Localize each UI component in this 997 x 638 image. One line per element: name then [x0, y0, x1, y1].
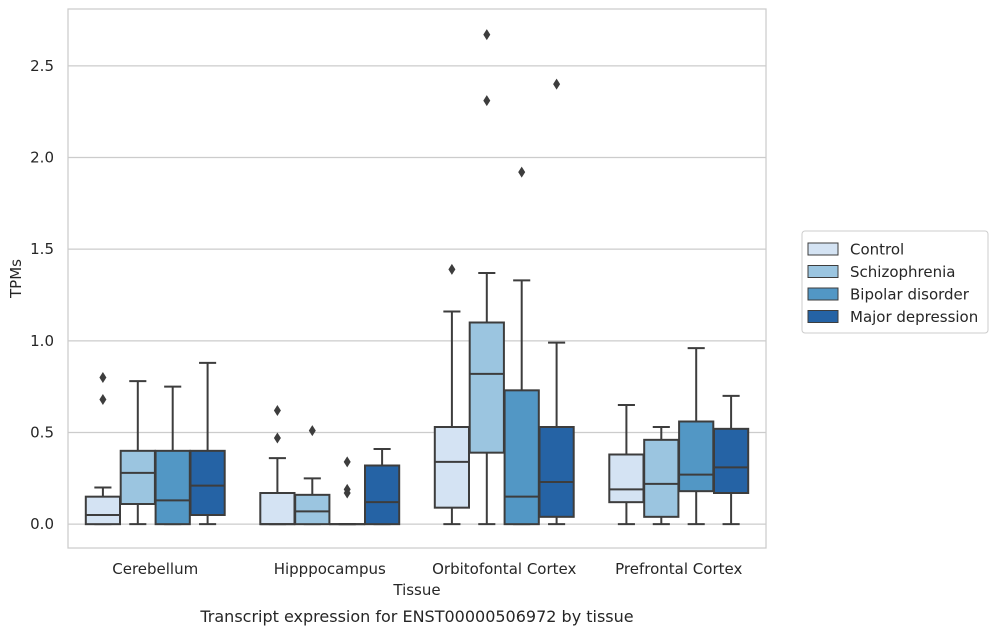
x-axis-label: Tissue: [392, 581, 440, 599]
y-axis-label: TPMs: [7, 259, 25, 299]
box-iqr: [714, 429, 748, 493]
x-tick-label: Orbitofontal Cortex: [432, 560, 576, 578]
legend-label: Control: [850, 241, 904, 259]
box-iqr: [470, 323, 504, 453]
legend-swatch: [808, 311, 838, 323]
box-iqr: [156, 451, 190, 524]
box-iqr: [435, 427, 469, 508]
box-iqr: [679, 422, 713, 492]
y-tick-label: 2.0: [30, 149, 54, 167]
legend-label: Major depression: [850, 308, 978, 326]
y-tick-label: 1.5: [30, 240, 54, 258]
box-iqr: [86, 497, 120, 524]
x-tick-label: Cerebellum: [112, 560, 198, 578]
legend-swatch: [808, 266, 838, 278]
box-iqr: [365, 466, 399, 525]
legend-swatch: [808, 243, 838, 255]
box-iqr: [539, 427, 573, 517]
box-iqr: [260, 493, 294, 524]
legend-swatch: [808, 288, 838, 300]
y-tick-label: 0.0: [30, 515, 54, 533]
y-tick-label: 0.5: [30, 424, 54, 442]
legend-label: Bipolar disorder: [850, 286, 970, 304]
box-iqr: [644, 440, 678, 517]
x-tick-label: Hipppocampus: [274, 560, 386, 578]
box-iqr: [190, 451, 224, 515]
y-tick-label: 1.0: [30, 332, 54, 350]
box-iqr: [505, 390, 539, 524]
y-tick-label: 2.5: [30, 57, 54, 75]
legend-label: Schizophrenia: [850, 263, 955, 281]
chart-caption: Transcript expression for ENST0000050697…: [199, 607, 633, 626]
box-iqr: [295, 495, 329, 524]
x-tick-label: Prefrontal Cortex: [615, 560, 742, 578]
box-schizophrenia: [644, 427, 678, 524]
legend: Control Schizophrenia Bipolar disorder Majo…: [802, 231, 988, 333]
box-iqr: [609, 455, 643, 503]
box-iqr: [121, 451, 155, 504]
